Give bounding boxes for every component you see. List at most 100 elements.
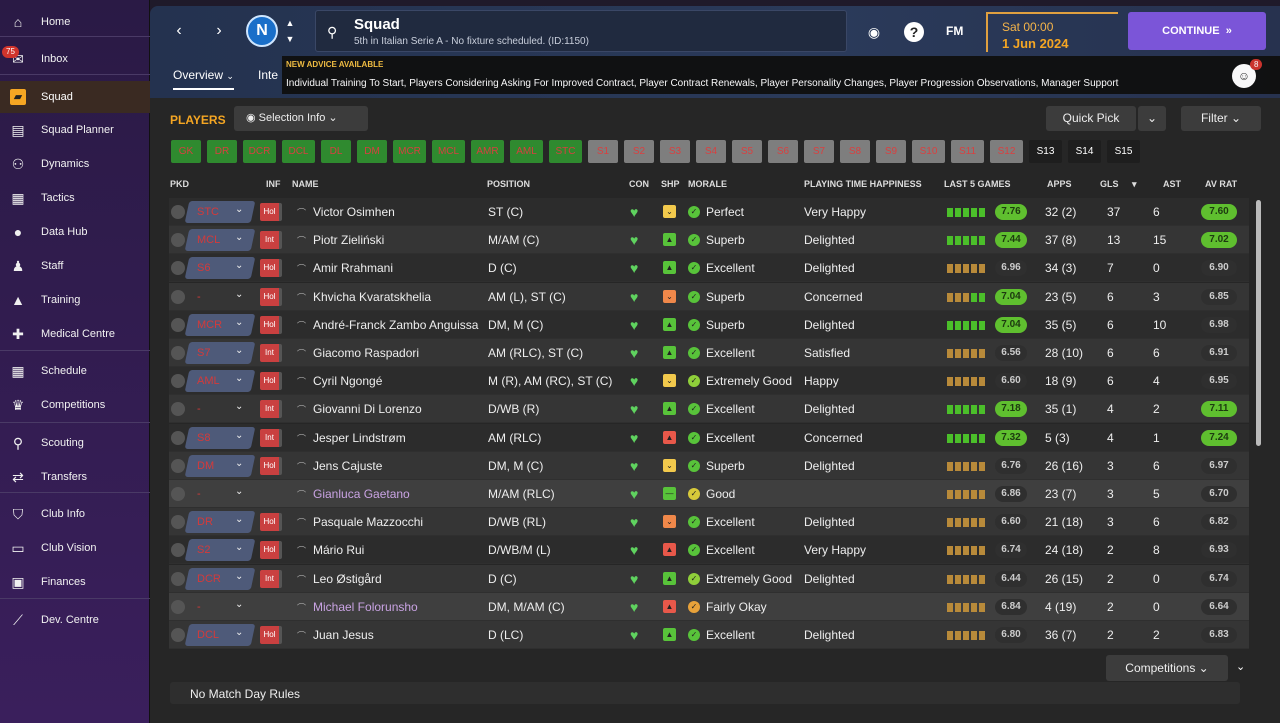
- chevron-up-icon[interactable]: ▲: [285, 18, 295, 28]
- sidebar-item-scouting[interactable]: ⚲ Scouting: [0, 427, 150, 459]
- sidebar-item-medical-centre[interactable]: ✚ Medical Centre: [0, 318, 150, 350]
- table-scrollbar[interactable]: [1256, 200, 1261, 446]
- slot-s3[interactable]: S3: [660, 140, 690, 163]
- sidebar-item-competitions[interactable]: ♛ Competitions: [0, 389, 150, 421]
- picked-checkbox[interactable]: [171, 571, 185, 586]
- player-name[interactable]: Giovanni Di Lorenzo: [313, 402, 422, 417]
- sidebar-item-dynamics[interactable]: ⚇ Dynamics: [0, 148, 150, 180]
- table-row[interactable]: S7 ⌄ Int ⌒ Giacomo Raspadori AM (RLC), ST (C)…: [169, 339, 1249, 367]
- club-logo[interactable]: N: [246, 15, 278, 47]
- chevron-down-icon[interactable]: ▼: [285, 34, 295, 44]
- slot-gk[interactable]: GK: [171, 140, 201, 163]
- filter-button[interactable]: Filter ⌄: [1181, 106, 1261, 131]
- slot-s14[interactable]: S14: [1068, 140, 1101, 163]
- picked-checkbox[interactable]: [171, 233, 185, 248]
- table-row[interactable]: MCL ⌄ Int ⌒ Piotr Zieliński M/AM (C) ♥ ▲ ✓ Superb…: [169, 226, 1249, 255]
- column-header-morale[interactable]: MORALE: [688, 179, 727, 189]
- tab-interaction[interactable]: Inte: [258, 68, 279, 82]
- sidebar-item-finances[interactable]: ▣ Finances: [0, 566, 150, 598]
- selection-dropdown[interactable]: -: [185, 398, 256, 420]
- table-row[interactable]: - ⌄ Hol ⌒ Khvicha Kvaratskhelia AM (L), ST (C…: [169, 282, 1249, 311]
- column-header-av-rat[interactable]: AV RAT: [1205, 179, 1238, 189]
- player-name[interactable]: Michael Folorunsho: [313, 599, 418, 614]
- selection-dropdown[interactable]: MCL: [184, 229, 256, 252]
- sidebar-item-squad[interactable]: ▰ Squad: [0, 81, 150, 113]
- selection-dropdown[interactable]: AML: [184, 370, 256, 393]
- slot-s10[interactable]: S10: [912, 140, 945, 163]
- picked-checkbox[interactable]: [171, 205, 185, 219]
- table-row[interactable]: DR ⌄ Hol ⌒ Pasquale Mazzocchi D/WB (RL) ♥ ⌄ ✓ Exc…: [169, 508, 1249, 537]
- picked-checkbox[interactable]: [171, 430, 185, 445]
- tab-overview[interactable]: Overview ⌄: [173, 68, 234, 90]
- table-row[interactable]: DCR ⌄ Int ⌒ Leo Østigård D (C) ♥ ▲ ✓ Extremely Go…: [169, 564, 1249, 593]
- selection-dropdown[interactable]: DCL: [184, 624, 256, 646]
- player-name[interactable]: Jens Cajuste: [313, 458, 383, 473]
- picked-checkbox[interactable]: [171, 402, 185, 417]
- column-header-inf[interactable]: INF: [266, 179, 281, 189]
- picked-checkbox[interactable]: [171, 515, 185, 530]
- picked-checkbox[interactable]: [171, 374, 185, 389]
- player-name[interactable]: Victor Osimhen: [313, 205, 395, 219]
- selection-dropdown[interactable]: DR: [184, 511, 256, 534]
- sidebar-item-inbox[interactable]: ✉ Inbox 75: [0, 43, 150, 75]
- column-header-con[interactable]: CON: [629, 179, 649, 189]
- picked-checkbox[interactable]: [171, 599, 185, 614]
- table-row[interactable]: STC ⌄ Hol ⌒ Victor Osimhen ST (C) ♥ ⌄ ✓ Perfect Ve…: [169, 198, 1249, 226]
- advice-banner[interactable]: NEW ADVICE AVAILABLE Individual Training…: [282, 56, 1280, 94]
- column-header-position[interactable]: POSITION: [487, 179, 531, 189]
- player-name[interactable]: Mário Rui: [313, 543, 365, 558]
- player-name[interactable]: Pasquale Mazzocchi: [313, 515, 424, 530]
- table-row[interactable]: - ⌄ Int ⌒ Giovanni Di Lorenzo D/WB (R) ♥ ▲ ✓ Exce…: [169, 395, 1249, 424]
- selection-dropdown[interactable]: S6: [184, 257, 256, 280]
- sidebar-item-tactics[interactable]: ▦ Tactics: [0, 182, 150, 214]
- picked-checkbox[interactable]: [171, 346, 185, 360]
- slot-aml[interactable]: AML: [510, 140, 543, 163]
- table-row[interactable]: AML ⌄ Hol ⌒ Cyril Ngongé M (R), AM (RC), ST (…: [169, 367, 1249, 396]
- match-day-rules-bar[interactable]: No Match Day Rules: [170, 682, 1240, 704]
- selection-dropdown[interactable]: -: [185, 286, 256, 308]
- selection-dropdown[interactable]: -: [185, 483, 256, 505]
- table-row[interactable]: - ⌄ ⌒ Michael Folorunsho DM, M/AM (C) ♥ ▲ ✓ Fair…: [169, 592, 1249, 621]
- slot-dcr[interactable]: DCR: [243, 140, 276, 163]
- slot-s1[interactable]: S1: [588, 140, 618, 163]
- world-icon[interactable]: ◉: [867, 24, 881, 40]
- sidebar-item-club-vision[interactable]: ▭ Club Vision: [0, 532, 150, 564]
- player-name[interactable]: Amir Rrahmani: [313, 261, 394, 276]
- picked-checkbox[interactable]: [171, 261, 185, 276]
- game-date[interactable]: Sat 00:00 1 Jun 2024: [986, 12, 1118, 52]
- column-header-shp[interactable]: SHP: [661, 179, 680, 189]
- column-header-gls[interactable]: GLS: [1100, 179, 1119, 189]
- column-header-apps[interactable]: APPS: [1047, 179, 1072, 189]
- slot-s5[interactable]: S5: [732, 140, 762, 163]
- player-name[interactable]: Juan Jesus: [313, 628, 374, 642]
- quick-pick-button[interactable]: Quick Pick: [1046, 106, 1136, 131]
- picked-checkbox[interactable]: [171, 289, 185, 304]
- continue-button[interactable]: CONTINUE »: [1128, 12, 1266, 50]
- slot-s7[interactable]: S7: [804, 140, 834, 163]
- slot-dr[interactable]: DR: [207, 140, 237, 163]
- slot-dcl[interactable]: DCL: [282, 140, 315, 163]
- page-search-box[interactable]: ⚲ Squad 5th in Italian Serie A - No fixt…: [315, 10, 847, 52]
- table-row[interactable]: S6 ⌄ Hol ⌒ Amir Rrahmani D (C) ♥ ▲ ✓ Excellent Del…: [169, 254, 1249, 283]
- player-name[interactable]: Khvicha Kvaratskhelia: [313, 289, 432, 304]
- table-row[interactable]: DCL ⌄ Hol ⌒ Juan Jesus D (LC) ♥ ▲ ✓ Excellent Deli…: [169, 621, 1249, 649]
- slot-s2[interactable]: S2: [624, 140, 654, 163]
- quick-pick-dropdown-icon[interactable]: ⌄: [1138, 106, 1166, 131]
- slot-mcr[interactable]: MCR: [393, 140, 426, 163]
- player-name[interactable]: Cyril Ngongé: [313, 374, 383, 389]
- picked-checkbox[interactable]: [171, 543, 185, 558]
- forward-arrow-icon[interactable]: ›: [216, 22, 222, 39]
- table-row[interactable]: S2 ⌄ Hol ⌒ Mário Rui D/WB/M (L) ♥ ▲ ✓ Excellent Ve…: [169, 536, 1249, 565]
- slot-s6[interactable]: S6: [768, 140, 798, 163]
- sidebar-item-staff[interactable]: ♟ Staff: [0, 250, 150, 282]
- player-name[interactable]: Giacomo Raspadori: [313, 346, 420, 360]
- player-name[interactable]: André-Franck Zambo Anguissa: [313, 317, 479, 332]
- selection-dropdown[interactable]: STC: [184, 201, 256, 223]
- sidebar-item-training[interactable]: ▲ Training: [0, 284, 150, 316]
- selection-dropdown[interactable]: DM: [184, 454, 256, 477]
- column-header-last-5-games[interactable]: LAST 5 GAMES: [944, 179, 1011, 189]
- sidebar-item-squad-planner[interactable]: ▤ Squad Planner: [0, 114, 150, 146]
- selection-dropdown[interactable]: DCR: [184, 567, 256, 590]
- fm-menu-button[interactable]: FM: [946, 24, 964, 38]
- slot-stc[interactable]: STC: [549, 140, 582, 163]
